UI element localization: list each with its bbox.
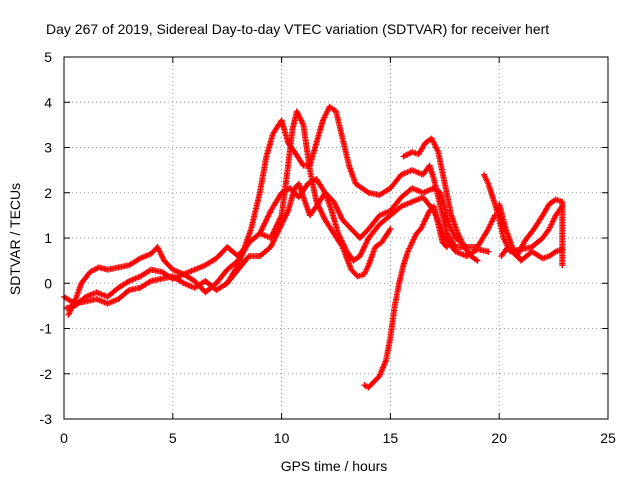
data-point	[331, 200, 338, 207]
data-point	[314, 200, 321, 207]
data-point	[316, 204, 323, 211]
data-point	[318, 209, 325, 216]
data-point	[336, 211, 343, 218]
data-point	[316, 205, 323, 212]
data-point	[358, 250, 365, 257]
data-point	[358, 248, 365, 255]
data-point	[362, 240, 369, 247]
data-point	[334, 205, 341, 212]
data-point	[361, 243, 368, 250]
data-point	[386, 227, 393, 234]
axis-ticks: 0 5 10 15 20 25 -3 -2 -1 0 1 2 3 4 5	[40, 49, 616, 446]
data-point	[387, 225, 394, 232]
data-point	[320, 212, 327, 219]
data-point	[362, 241, 369, 248]
y-tick-label: 4	[44, 94, 52, 110]
data-point	[364, 188, 371, 195]
x-tick-label: 15	[383, 430, 399, 446]
data-point	[315, 202, 322, 209]
data-point	[318, 208, 325, 215]
data-point	[364, 237, 371, 244]
data-point	[338, 214, 345, 221]
series-track-e	[361, 203, 450, 391]
y-tick-label: 1	[44, 230, 52, 246]
data-point	[333, 204, 340, 211]
y-tick-label: 3	[44, 140, 52, 156]
data-point	[360, 246, 367, 253]
data-point	[363, 239, 370, 246]
data-point	[319, 211, 326, 218]
data-point	[357, 251, 364, 258]
data-point	[336, 209, 343, 216]
data-point	[474, 257, 481, 264]
data-point	[332, 202, 339, 209]
series-track-f	[400, 135, 481, 264]
data-point	[234, 263, 241, 270]
x-tick-label: 5	[169, 430, 177, 446]
x-tick-label: 10	[274, 430, 290, 446]
data-point	[473, 256, 480, 263]
data-point	[559, 262, 566, 269]
y-axis-title: SDTVAR / TECUs	[7, 183, 23, 295]
x-axis-title: GPS time / hours	[281, 458, 388, 474]
y-tick-label: -2	[40, 366, 53, 382]
data-point	[485, 248, 492, 255]
x-tick-label: 0	[60, 430, 68, 446]
data-point	[359, 247, 366, 254]
data-point	[443, 244, 450, 251]
chart-title: Day 267 of 2019, Sidereal Day-to-day VTE…	[46, 21, 549, 37]
data-point	[334, 207, 341, 214]
x-tick-label: 25	[600, 430, 616, 446]
data-point	[320, 214, 327, 221]
y-tick-label: 5	[44, 49, 52, 65]
y-tick-label: -3	[40, 411, 53, 427]
data-point	[356, 253, 363, 260]
y-tick-label: 0	[44, 275, 52, 291]
data-point	[314, 201, 321, 208]
x-tick-label: 20	[491, 430, 507, 446]
series-track-i	[498, 196, 566, 269]
data-point	[317, 207, 324, 214]
y-tick-label: 2	[44, 185, 52, 201]
data-point	[360, 244, 367, 251]
data-point	[330, 198, 337, 205]
data-point	[332, 201, 339, 208]
y-tick-label: -1	[40, 321, 53, 337]
data-point	[125, 288, 132, 295]
data-point	[442, 242, 449, 249]
series-track-c	[65, 108, 394, 318]
data-markers	[61, 103, 566, 391]
data-point	[146, 278, 153, 285]
data-point	[337, 212, 344, 219]
data-point	[313, 198, 320, 205]
data-point	[335, 208, 342, 215]
